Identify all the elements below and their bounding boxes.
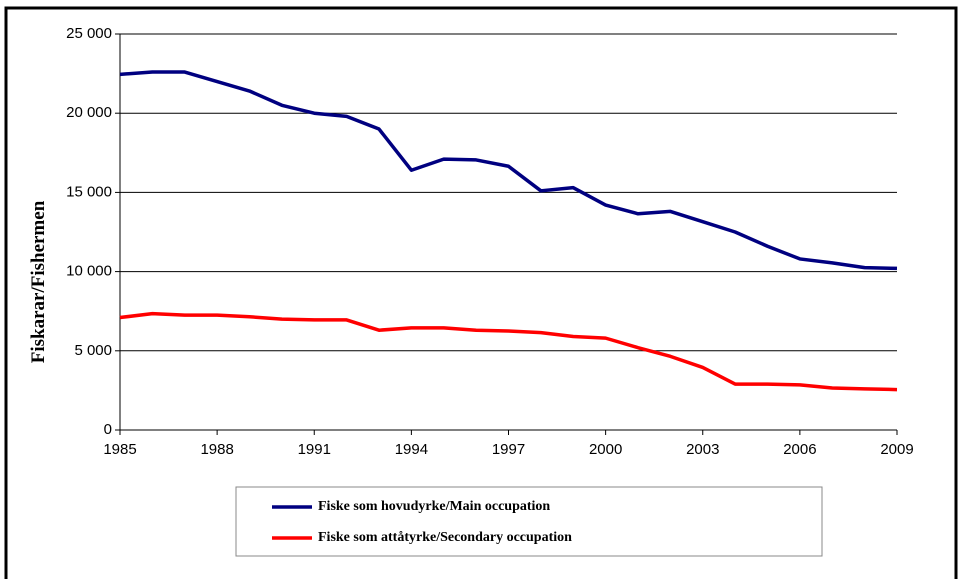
y-tick-label: 5 000 [74, 342, 112, 359]
legend-label: Fiske som attåtyrke/Secondary occupation [318, 530, 572, 545]
y-tick-label: 0 [104, 421, 112, 438]
x-tick-label: 1997 [492, 441, 525, 458]
x-tick-label: 2009 [880, 441, 913, 458]
y-axis-label: Fiskarar/Fishermen [28, 200, 49, 363]
y-tick-label: 25 000 [66, 25, 112, 42]
x-tick-label: 2006 [783, 441, 816, 458]
y-tick-label: 20 000 [66, 104, 112, 121]
series-line [119, 311, 898, 392]
x-tick-label: 1994 [395, 441, 428, 458]
y-tick-label: 10 000 [66, 263, 112, 280]
x-tick-label: 2003 [686, 441, 719, 458]
x-tick-label: 2000 [589, 441, 622, 458]
legend-box [235, 486, 823, 557]
x-tick-label: 1985 [103, 441, 136, 458]
x-tick-label: 1991 [298, 441, 331, 458]
x-tick-label: 1988 [200, 441, 233, 458]
y-tick-label: 15 000 [66, 183, 112, 200]
series-line [119, 70, 898, 271]
legend-label: Fiske som hovudyrke/Main occupation [318, 499, 550, 514]
frame [4, 6, 958, 579]
